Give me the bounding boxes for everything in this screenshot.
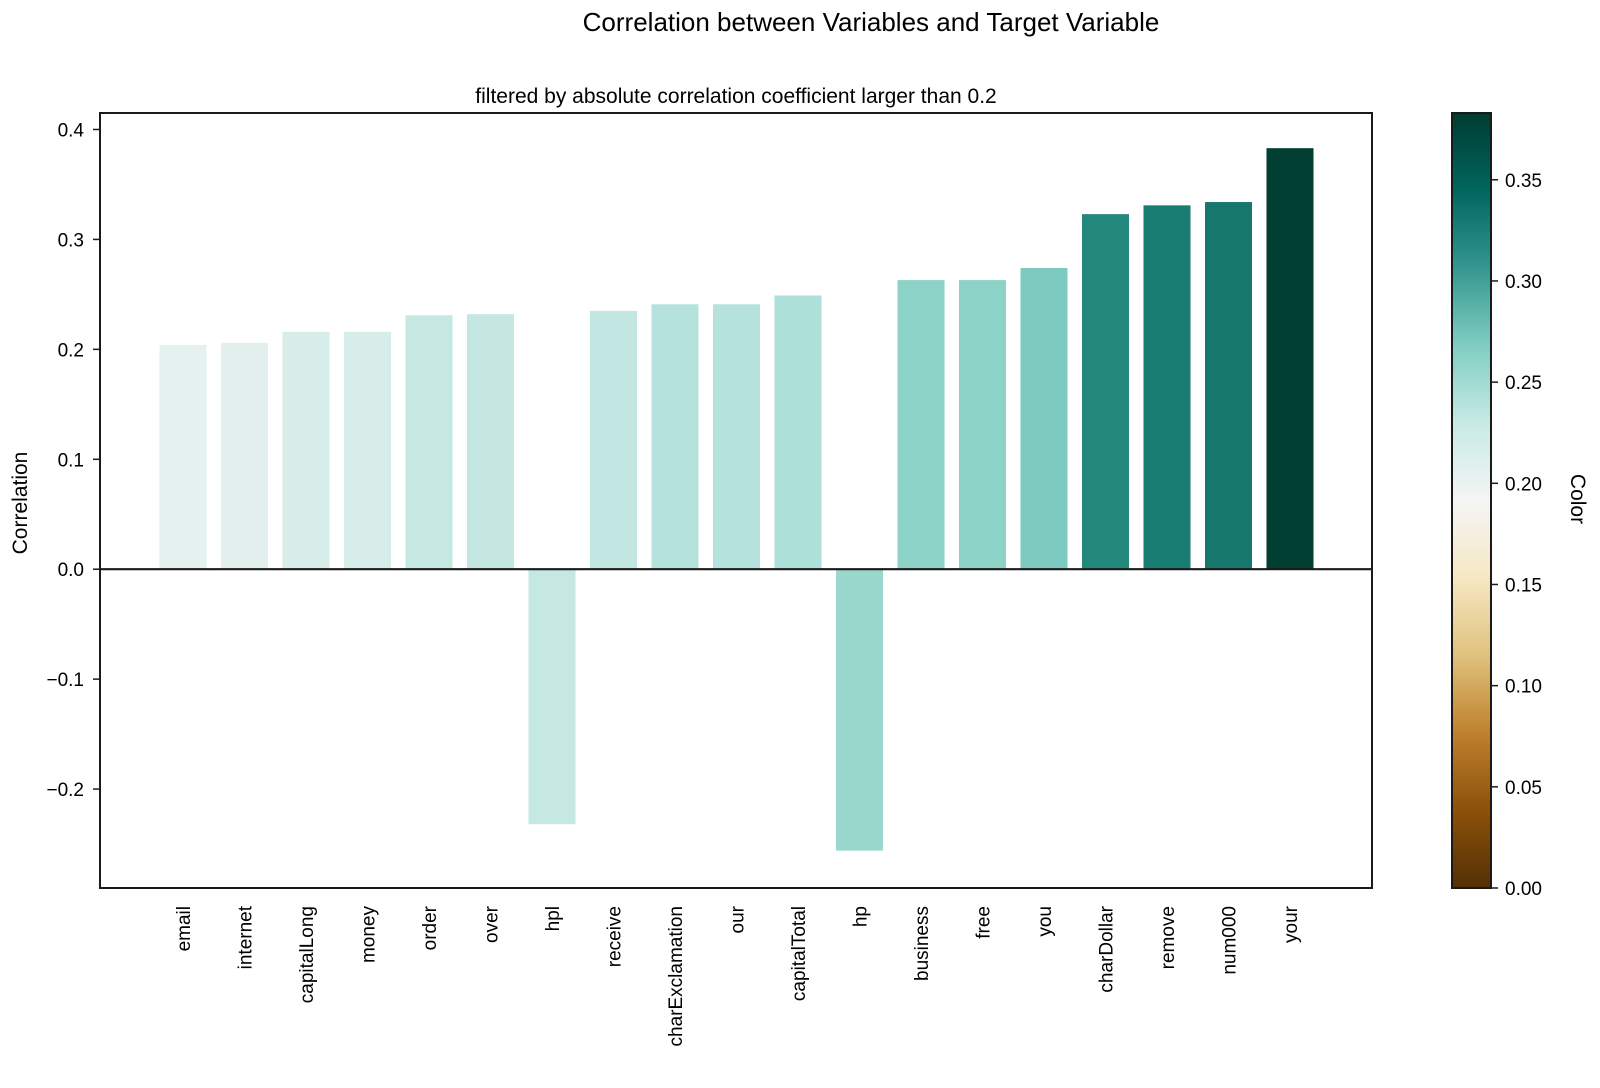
bar-your [1266,148,1314,570]
x-tick-label: your [1281,905,1302,943]
bar-hpl [528,569,576,825]
colorbar [1451,112,1492,889]
bar-free [959,280,1006,570]
bar-email [159,344,207,570]
bar-order [405,315,453,570]
bar-over [467,314,514,570]
bar-capitalTotal [774,295,822,570]
bar-internet [221,342,268,570]
colorbar-tick-label: 0.20 [1505,474,1542,495]
bar-our [713,304,760,570]
bar-remove [1143,205,1191,570]
colorbar-tick-label: 0.05 [1505,778,1542,799]
x-tick-label: business [912,906,933,981]
x-ticks: email internet capitalLong money order over hp… [174,905,1302,1046]
y-tick-label: −0.2 [46,780,84,801]
bars-group [159,148,1314,851]
x-tick-label: email [174,906,195,951]
x-tick-label: hp [851,906,872,927]
y-tick-label: 0.2 [58,340,84,361]
x-tick-label: order [420,905,441,950]
y-ticks: −0.2 −0.1 0.0 0.1 0.2 0.3 0.4 [46,120,100,801]
y-tick-label: 0.3 [58,230,84,251]
x-tick-label: you [1035,906,1056,937]
bar-capitalLong [282,331,330,570]
bar-you [1020,268,1068,570]
x-tick-label: remove [1158,906,1179,969]
bar-charExclamation [651,304,699,570]
x-tick-label: over [482,905,503,943]
colorbar-tick-label: 0.10 [1505,677,1542,698]
colorbar-tick-label: 0.00 [1505,879,1542,900]
chart-subtitle: filtered by absolute correlation coeffic… [475,85,996,108]
bar-receive [590,310,637,570]
colorbar-tick-label: 0.25 [1505,373,1542,394]
x-tick-label: internet [236,905,257,969]
bar-hp [836,569,883,851]
colorbar-label: Color [1566,474,1589,524]
y-axis-label: Correlation [9,452,32,555]
bar-num000 [1205,202,1252,570]
x-tick-label: hpl [543,906,564,931]
y-tick-label: 0.1 [58,450,84,471]
y-tick-label: 0.0 [58,560,84,581]
x-tick-label: charDollar [1097,905,1118,992]
x-tick-label: capitalTotal [789,906,810,1001]
plot-frame [99,112,1373,889]
chart-title: Correlation between Variables and Target… [583,7,1160,37]
x-tick-label: capitalLong [297,906,318,1003]
bar-business [897,280,945,570]
colorbar-tick-label: 0.35 [1505,171,1542,192]
y-tick-label: −0.1 [46,670,84,691]
x-tick-label: charExclamation [666,906,687,1046]
x-tick-label: free [974,906,995,939]
bar-charDollar [1082,214,1129,570]
colorbar-ticks: 0.00 0.05 0.10 0.15 0.20 0.25 0.30 0.35 [1491,171,1542,900]
x-tick-label: money [359,906,380,964]
colorbar-tick-label: 0.30 [1505,272,1542,293]
bar-money [344,331,391,570]
x-tick-label: receive [605,906,626,967]
colorbar-tick-label: 0.15 [1505,575,1542,596]
x-tick-label: our [728,905,749,933]
x-tick-label: num000 [1220,906,1241,975]
y-tick-label: 0.4 [58,120,85,141]
